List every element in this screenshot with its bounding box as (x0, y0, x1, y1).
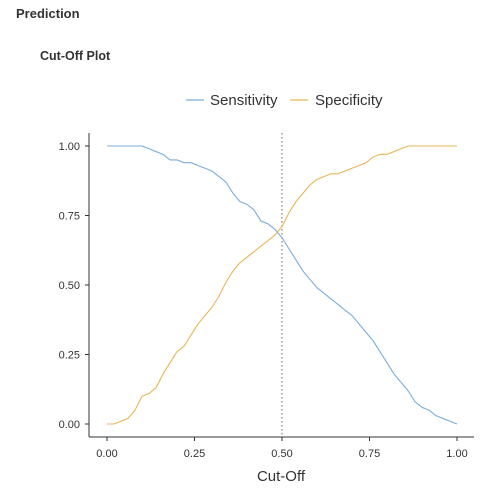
x-tick-label: 0.25 (184, 448, 205, 460)
y-axis-ticks: 0.00 0.25 0.50 0.75 1.00 (59, 141, 89, 431)
x-axis-title: Cut-Off (257, 468, 306, 485)
y-tick-label: 0.75 (59, 211, 80, 223)
x-tick-label: 0.75 (359, 448, 380, 460)
legend-label-specificity: Specificity (315, 92, 383, 109)
x-axis-ticks: 0.00 0.25 0.50 0.75 1.00 (96, 437, 468, 460)
y-tick-label: 1.00 (59, 141, 80, 153)
y-tick-label: 0.00 (59, 419, 80, 431)
series-layer (107, 145, 458, 425)
x-tick-label: 0.00 (96, 448, 117, 460)
series-line-sensitivity (107, 145, 458, 425)
y-tick-label: 0.25 (59, 350, 80, 362)
legend-label-sensitivity: Sensitivity (210, 92, 278, 109)
y-tick-label: 0.50 (59, 280, 80, 292)
section-title: Prediction (16, 6, 80, 21)
series-line-specificity (107, 145, 457, 425)
chart-heading: Cut-Off Plot (40, 49, 111, 63)
x-tick-label: 1.00 (446, 448, 467, 460)
x-tick-label: 0.50 (271, 448, 292, 460)
chart-legend: Sensitivity Specificity (186, 92, 383, 109)
